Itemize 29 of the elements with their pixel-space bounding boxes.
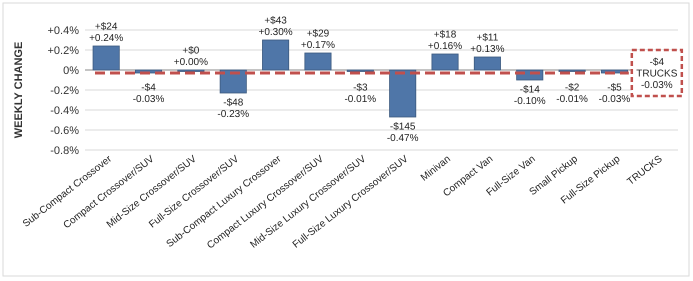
data-label: +$29 +0.17% xyxy=(300,28,336,51)
y-tick-label: 0% xyxy=(63,65,80,77)
data-label: +$0 +0.00% xyxy=(174,46,208,68)
data-label: +$11 +0.13% xyxy=(470,32,505,55)
y-tick-label: -0.6% xyxy=(50,125,80,137)
y-axis-title: WEEKLY CHANGE xyxy=(13,42,25,138)
y-tick-label: +0.2% xyxy=(48,45,80,57)
bar xyxy=(389,70,416,118)
data-label: -$4 -0.03% xyxy=(132,82,164,105)
y-tick-label: -0.8% xyxy=(50,145,80,157)
ref-line-label: -$4 TRUCKS -0.03% xyxy=(636,57,678,91)
bar xyxy=(304,52,332,70)
data-label: -$14 -0.10% xyxy=(514,84,546,107)
bar xyxy=(474,56,501,70)
data-label: +$43 +0.30% xyxy=(258,16,293,38)
bar xyxy=(262,40,290,70)
data-label: -$145 -0.47% xyxy=(386,122,419,144)
data-label: -$48 -0.23% xyxy=(217,98,250,120)
data-label: +$18 +0.16% xyxy=(428,30,462,52)
bar xyxy=(220,70,247,94)
data-label: -$5 -0.03% xyxy=(598,82,630,105)
data-label: -$3 -0.01% xyxy=(344,82,376,105)
bar xyxy=(92,46,120,70)
y-tick-label: +0.4% xyxy=(48,25,80,37)
data-label: +$24 +0.24% xyxy=(89,22,124,44)
data-label: -$2 -0.01% xyxy=(556,82,588,105)
y-tick-label: -0.4% xyxy=(50,105,80,117)
bar xyxy=(432,54,459,70)
y-tick-label: -0.2% xyxy=(50,85,80,97)
